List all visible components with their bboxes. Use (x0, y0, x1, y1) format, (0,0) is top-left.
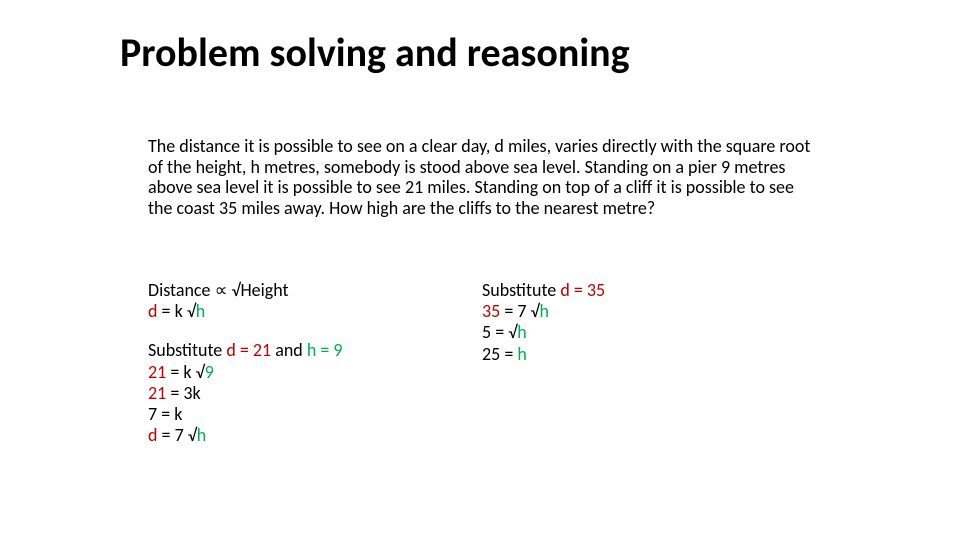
working-line: 5 = √h (482, 322, 782, 343)
variable-h: h (517, 343, 526, 365)
text: √Height (227, 279, 288, 301)
working-line: 35 = 7 √h (482, 301, 782, 322)
proportional-symbol: ∝ (215, 279, 228, 301)
text: 7 = k (148, 403, 182, 425)
text: 25 = (482, 343, 517, 365)
working-line: 7 = k (148, 404, 448, 425)
text: = k √ (157, 300, 195, 322)
d-value: 21 (148, 361, 166, 383)
problem-statement: The distance it is possible to see on a … (148, 136, 818, 219)
text: Distance (148, 279, 215, 301)
working-line: 21 = k √9 (148, 362, 448, 383)
h-value: h = 9 (307, 339, 343, 361)
text: = 7 √ (157, 424, 196, 446)
working-line: d = 7 √h (148, 425, 448, 446)
working-line: d = k √h (148, 301, 448, 322)
variable-h: h (196, 300, 205, 322)
working-line: 25 = h (482, 344, 782, 365)
text: Substitute (148, 339, 226, 361)
text: = 3k (166, 382, 200, 404)
d-value: 35 (482, 300, 500, 322)
text: Substitute (482, 279, 560, 301)
working-right-column: Substitute d = 35 35 = 7 √h 5 = √h 25 = … (482, 280, 782, 365)
page-title: Problem solving and reasoning (120, 28, 630, 77)
working-line: Distance ∝ √Height (148, 280, 448, 301)
variable-h: h (540, 300, 549, 322)
d-value: d = 21 (226, 339, 271, 361)
text: 5 = √ (482, 321, 517, 343)
working-line: Substitute d = 21 and h = 9 (148, 340, 448, 361)
text: and (271, 339, 307, 361)
h-value: 9 (205, 361, 214, 383)
working-left-column: Distance ∝ √Height d = k √h Substitute d… (148, 280, 448, 447)
variable-h: h (517, 321, 526, 343)
working-line: Substitute d = 35 (482, 280, 782, 301)
blank-line (148, 322, 448, 340)
slide: Problem solving and reasoning The distan… (0, 0, 960, 540)
variable-h: h (197, 424, 206, 446)
d-value: 21 (148, 382, 166, 404)
working-line: 21 = 3k (148, 383, 448, 404)
text: = 7 √ (500, 300, 539, 322)
text: = k √ (166, 361, 204, 383)
d-value: d = 35 (560, 279, 605, 301)
